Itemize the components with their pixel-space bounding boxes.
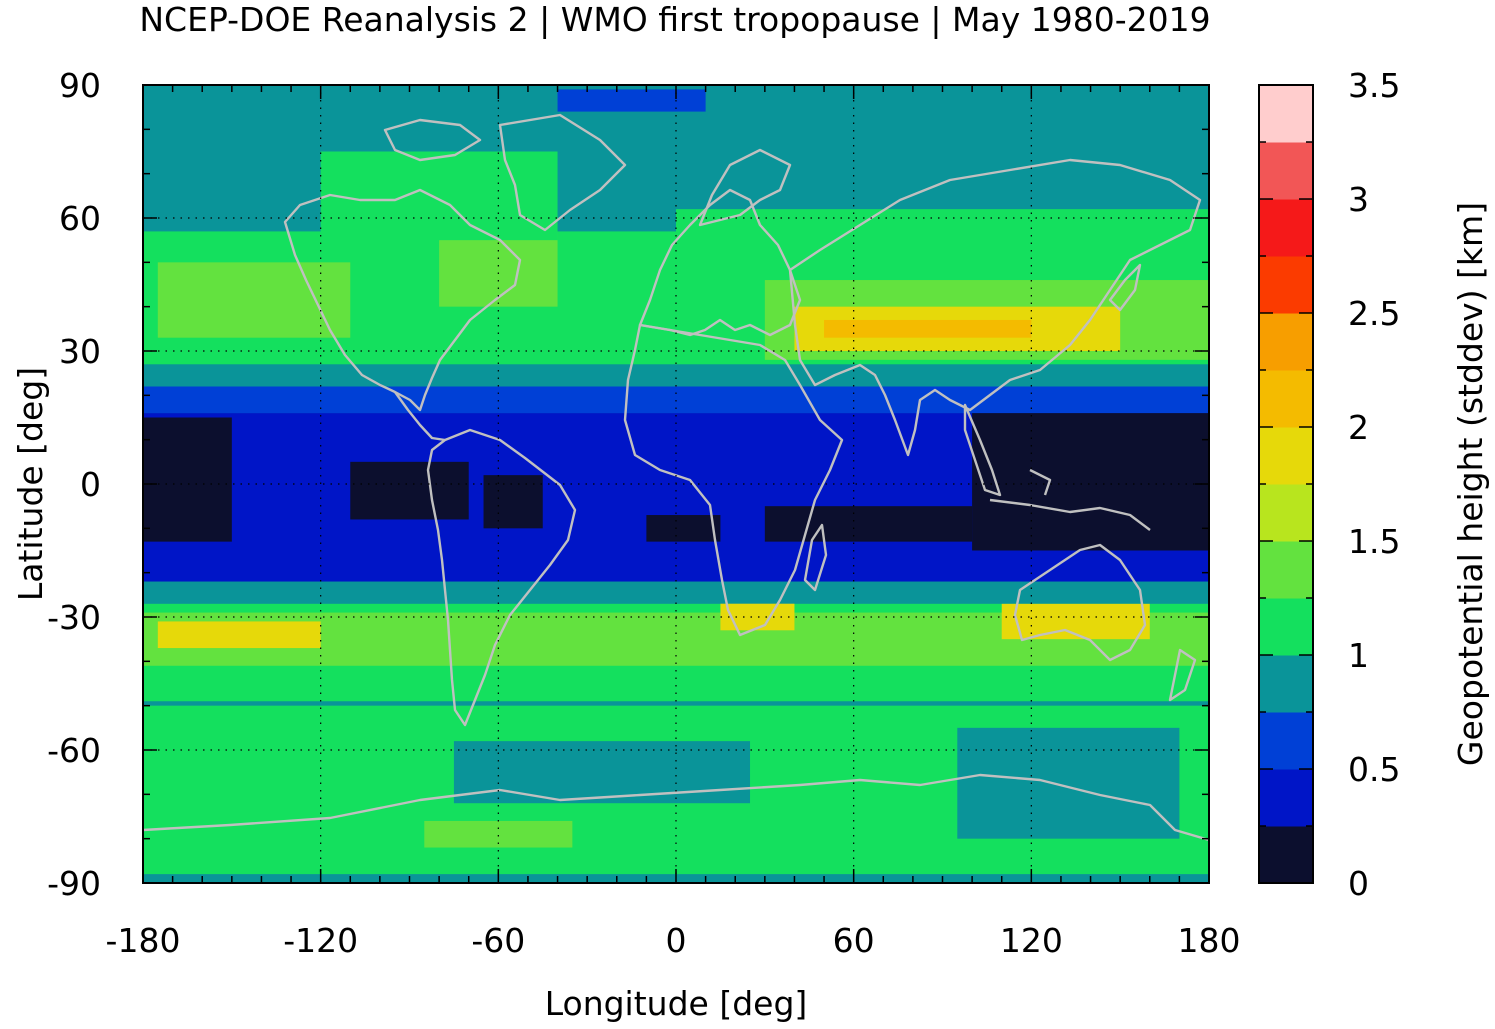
x-tick-label-6: 180: [1178, 921, 1241, 960]
coastline-scandinavia: [698, 148, 792, 227]
heatmap-cell-11: [143, 581, 1209, 604]
y-tick-label-1: 60: [59, 199, 101, 238]
x-tick-label-4: 60: [833, 921, 875, 960]
coastline-new-zealand: [1168, 648, 1197, 702]
colorbar-segment-0: [1259, 826, 1313, 884]
heatmap-cell-13: [143, 417, 232, 542]
colorbar-segment-5: [1259, 541, 1313, 599]
heatmap-cell-17: [646, 515, 721, 542]
colorbar-segment-7: [1259, 427, 1313, 485]
y-axis-label: Latitude [deg]: [11, 367, 50, 601]
colorbar-tick-label-0: 3.5: [1348, 66, 1400, 105]
y-tick-label-0: 90: [59, 66, 101, 105]
coastline-layer: [143, 113, 1209, 842]
heatmap-cell-26: [824, 319, 1032, 338]
colorbar-tick-label-4: 1.5: [1348, 522, 1400, 561]
coastline-australia: [1013, 543, 1147, 662]
colorbar-tick-label-6: 0.5: [1348, 750, 1400, 789]
grid-layer: [143, 85, 1209, 883]
colorbar-segment-9: [1259, 313, 1313, 371]
coastline-indonesia: [989, 468, 1151, 531]
colorbar-segment-8: [1259, 370, 1313, 428]
colorbar-segment-1: [1259, 769, 1313, 827]
coastline-antarctica: [143, 773, 1209, 842]
colorbar-segment-13: [1259, 85, 1313, 143]
coastline-north-america: [283, 188, 522, 412]
colorbar-segment-11: [1259, 199, 1313, 257]
coastline-africa: [623, 323, 844, 637]
heatmap-cell-4: [453, 741, 751, 804]
x-tick-label-1: -120: [283, 921, 358, 960]
y-tick-label-2: 30: [59, 332, 101, 371]
colorbar-tick-label-7: 0: [1348, 864, 1369, 903]
heatmap-cell-8: [157, 621, 321, 649]
colorbar-segment-4: [1259, 598, 1313, 656]
x-tick-label-2: -60: [471, 921, 525, 960]
colorbar-segment-6: [1259, 484, 1313, 542]
colorbar-tick-label-1: 3: [1348, 180, 1369, 219]
colorbar-tick-label-3: 2: [1348, 408, 1369, 447]
colorbar-ticks: 3.5 3 2.5 2 1.5 1 0.5 0: [1259, 66, 1400, 903]
x-axis-label: Longitude [deg]: [545, 984, 808, 1023]
colorbar-segment-2: [1259, 712, 1313, 770]
coastline-madagascar: [803, 523, 828, 592]
heatmap-cell-18: [764, 506, 973, 542]
coastline-japan: [1108, 263, 1142, 312]
heatmap-cell-19: [143, 386, 1209, 414]
heatmap-cell-20: [143, 364, 1209, 387]
x-tick-label-5: 120: [1000, 921, 1063, 960]
coastline-central-america: [394, 391, 446, 442]
heatmap-cell-5: [957, 727, 1180, 839]
heatmap-cell-9: [720, 599, 795, 631]
x-tick-label-3: 0: [666, 921, 687, 960]
coastline-southeast-asia: [963, 403, 1002, 497]
heatmap-cell-16: [483, 475, 543, 529]
colorbar-segment-3: [1259, 655, 1313, 713]
colorbar-label: Geopotential height (stddev) [km]: [1451, 202, 1490, 766]
colorbar-tick-label-5: 1: [1348, 636, 1369, 675]
coastline-greenland: [498, 113, 627, 232]
heatmap-cell-14: [972, 413, 1209, 551]
chart-title: NCEP-DOE Reanalysis 2 | WMO first tropop…: [139, 0, 1210, 39]
coastline-arctic-islands: [383, 118, 482, 162]
x-tick-label-0: -180: [106, 921, 181, 960]
colorbar-segment-12: [1259, 142, 1313, 200]
y-axis: 90 60 30 0 -30 -60 -90: [47, 66, 1209, 903]
coastline-south-america: [426, 428, 577, 727]
colorbar: [1259, 85, 1313, 884]
colorbar-tick-label-2: 2.5: [1348, 294, 1400, 333]
colorbar-segment-10: [1259, 256, 1313, 314]
coastline-asia: [788, 158, 1202, 457]
heatmap-cell-28: [320, 151, 558, 241]
y-tick-label-3: 0: [80, 465, 101, 504]
y-tick-label-6: -90: [47, 864, 101, 903]
heatmap-cell-30: [557, 89, 706, 112]
x-axis: -180 -120 -60 0 60 120 180: [106, 85, 1241, 960]
y-tick-label-5: -60: [47, 731, 101, 770]
y-tick-label-4: -30: [47, 598, 101, 637]
heatmap-cell-22: [157, 262, 351, 338]
heatmap-cell-15: [350, 461, 469, 520]
